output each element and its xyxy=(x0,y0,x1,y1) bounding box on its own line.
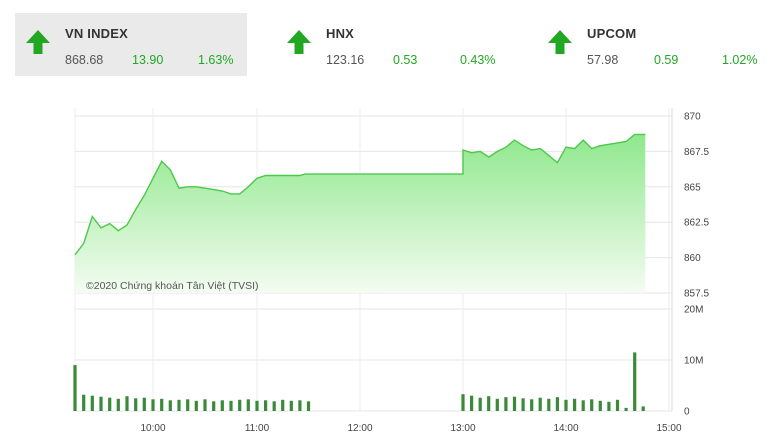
volume-bar xyxy=(203,399,207,411)
volume-bars xyxy=(73,352,645,412)
volume-bar xyxy=(289,400,293,411)
volume-bar xyxy=(142,397,146,411)
time-tick-label: 13:00 xyxy=(450,423,475,434)
time-tick-label: 14:00 xyxy=(553,423,578,434)
ticker-name: HNX xyxy=(326,26,355,41)
price-tick-label: 867.5 xyxy=(684,147,709,158)
volume-bar xyxy=(538,397,542,411)
volume-tick-label: 20M xyxy=(684,305,703,316)
volume-bar xyxy=(478,397,482,411)
volume-bar xyxy=(573,398,577,411)
ticker-hnx[interactable]: HNX 123.16 0.53 0.43% xyxy=(276,13,508,76)
volume-bar xyxy=(521,398,525,412)
y-axis-labels: 870 867.5 865 862.5 860 857.5 20M 10M 0 xyxy=(684,112,709,418)
volume-bar xyxy=(512,396,517,411)
volume-bar xyxy=(272,401,276,411)
price-tick-label: 862.5 xyxy=(684,218,709,229)
volume-bar xyxy=(298,400,302,411)
volume-bar xyxy=(90,395,94,411)
volume-tick-label: 10M xyxy=(684,356,703,367)
x-axis-labels: 10:00 11:00 12:00 13:00 14:00 15:00 xyxy=(140,423,681,434)
volume-bar xyxy=(229,400,233,411)
volume-bar xyxy=(220,400,224,411)
volume-bar xyxy=(168,400,172,411)
volume-bar xyxy=(238,399,242,411)
volume-bar xyxy=(160,398,164,411)
ticker-upcom[interactable]: UPCOM 57.98 0.59 1.02% xyxy=(537,13,769,76)
volume-bar xyxy=(108,397,112,411)
price-line xyxy=(74,133,646,256)
volume-bar xyxy=(641,406,645,411)
volume-bar xyxy=(547,398,551,411)
volume-bar xyxy=(470,395,474,411)
volume-bar xyxy=(581,400,585,411)
time-tick-label: 11:00 xyxy=(245,423,270,434)
price-tick-label: 857.5 xyxy=(684,289,709,300)
ticker-percent: 1.63% xyxy=(198,53,234,67)
up-arrow-icon xyxy=(548,30,572,54)
volume-bar xyxy=(246,399,250,411)
volume-bar xyxy=(99,396,103,411)
volume-bar xyxy=(186,399,190,411)
ticker-value: 57.98 xyxy=(587,53,619,67)
ticker-name: VN INDEX xyxy=(65,26,129,41)
ticker-value: 123.16 xyxy=(326,53,365,67)
volume-bar xyxy=(151,399,155,411)
volume-bar xyxy=(555,397,559,411)
volume-tick-label: 0 xyxy=(684,407,690,418)
ticker-percent: 0.43% xyxy=(460,53,496,67)
ticker-percent: 1.02% xyxy=(722,53,758,67)
volume-bar xyxy=(116,398,120,411)
volume-bar xyxy=(615,399,620,411)
up-arrow-icon xyxy=(287,30,311,54)
volume-bar xyxy=(607,401,611,411)
volume-bar xyxy=(487,396,491,411)
volume-bar xyxy=(177,399,181,411)
price-tick-label: 865 xyxy=(684,182,701,193)
up-arrow-icon xyxy=(26,30,50,54)
volume-bar xyxy=(73,365,77,411)
ticker-change: 0.59 xyxy=(654,53,679,67)
volume-bar xyxy=(504,397,508,411)
price-tick-label: 870 xyxy=(684,112,701,123)
time-tick-label: 15:00 xyxy=(656,423,681,434)
volume-bar xyxy=(590,399,594,411)
volume-bar xyxy=(255,400,259,411)
price-area xyxy=(75,134,646,293)
price-tick-label: 860 xyxy=(684,253,701,264)
volume-bar xyxy=(212,401,216,411)
volume-bar xyxy=(194,400,198,411)
volume-bar xyxy=(633,352,637,411)
volume-bar xyxy=(264,400,268,411)
time-tick-label: 12:00 xyxy=(347,423,372,434)
volume-bar xyxy=(82,394,86,411)
volume-bar xyxy=(125,396,129,411)
volume-bar xyxy=(134,398,138,412)
volume-bar xyxy=(564,399,568,411)
ticker-name: UPCOM xyxy=(587,26,637,41)
volume-bar xyxy=(495,398,499,411)
volume-bar xyxy=(624,407,628,411)
ticker-vn-index[interactable]: VN INDEX 868.68 13.90 1.63% xyxy=(15,13,247,76)
copyright-text: ©2020 Chứng khoán Tân Việt (TVSI) xyxy=(86,280,259,292)
ticker-change: 0.53 xyxy=(393,53,418,67)
time-tick-label: 10:00 xyxy=(140,423,165,434)
volume-bar xyxy=(281,399,285,411)
volume-bar xyxy=(598,400,602,411)
volume-bar xyxy=(530,399,534,411)
volume-bar xyxy=(461,394,465,411)
ticker-value: 868.68 xyxy=(65,53,104,67)
volume-bar xyxy=(306,401,311,411)
chart-svg: 870 867.5 865 862.5 860 857.5 20M 10M 0 10:00 11:… xyxy=(73,108,709,434)
ticker-change: 13.90 xyxy=(132,53,164,67)
index-chart: 870 867.5 865 862.5 860 857.5 20M 10M 0 10:00 11:… xyxy=(0,80,780,438)
